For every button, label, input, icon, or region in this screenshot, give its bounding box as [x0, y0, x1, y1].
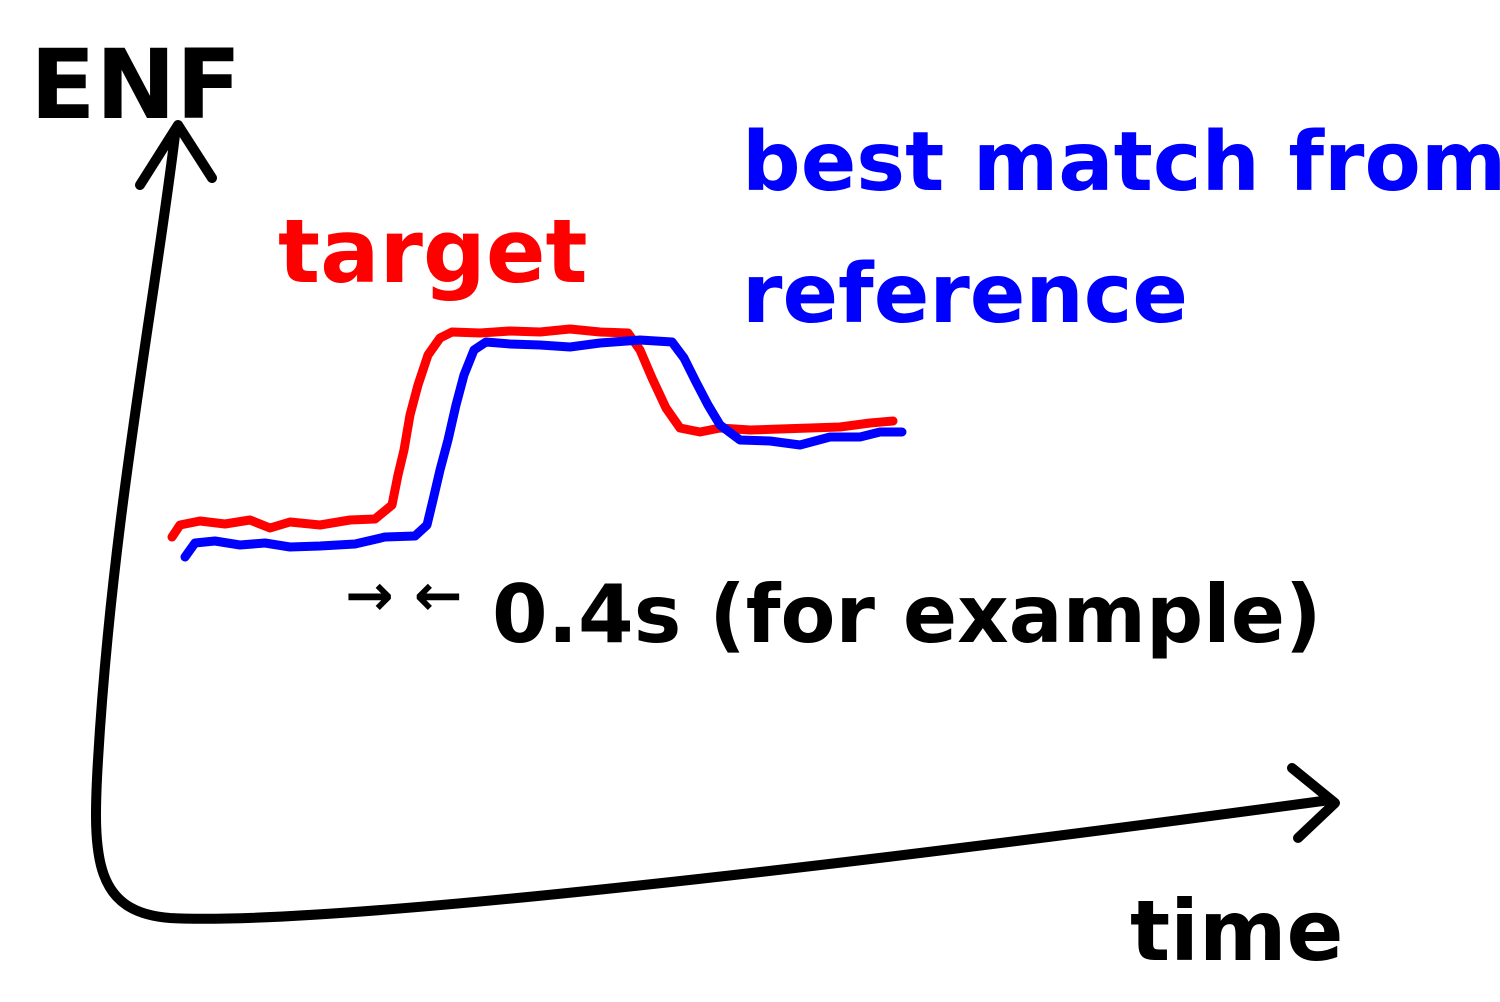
reference-series-line	[180, 335, 907, 562]
y-axis-arrowhead	[135, 120, 217, 190]
offset-arrows: → ←	[345, 561, 462, 629]
reference-label-line2: reference	[742, 247, 1188, 342]
target-series-line	[167, 324, 898, 542]
x-axis-arrowhead	[1287, 763, 1340, 843]
y-axis-label: ENF	[30, 29, 242, 141]
axes	[90, 120, 1340, 924]
target-label: target	[278, 200, 588, 303]
x-axis-label: time	[1130, 882, 1343, 980]
y-axis-line	[90, 130, 1335, 924]
offset-note: 0.4s (for example)	[492, 568, 1322, 661]
reference-label-line1: best match from	[742, 115, 1500, 210]
